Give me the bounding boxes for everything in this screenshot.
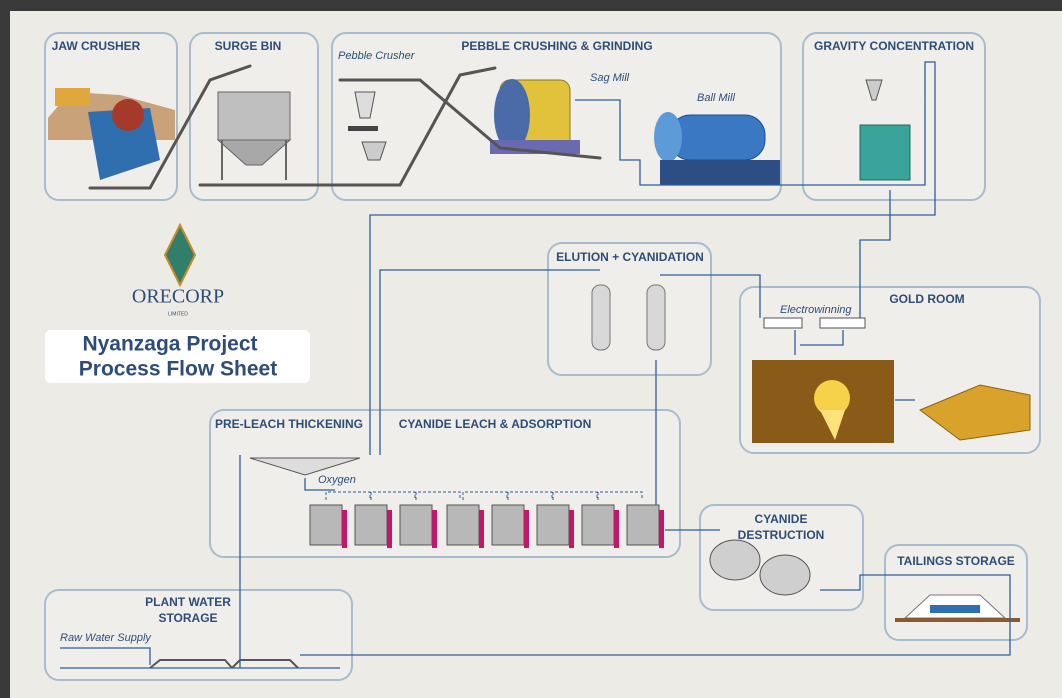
leach-tank [432,510,437,548]
leach-tank [479,510,484,548]
leach-tank [569,510,574,548]
equipment-label: Sag Mill [590,72,630,84]
stage-title: STORAGE [158,611,217,625]
equipment-part [354,91,376,119]
leach-tank [524,510,529,548]
panels [44,32,1041,681]
pipes-part [300,574,1011,656]
stage-title: TAILINGS STORAGE [897,554,1015,568]
logo: ORECORP LIMITED [132,222,224,317]
logo-part [163,222,197,288]
leach-tank [325,491,371,500]
stage-title: PRE-LEACH THICKENING [215,417,363,431]
frame-top [0,0,1062,11]
panels-part [802,32,986,201]
frame-left [0,0,10,698]
equipment-label: Raw Water Supply [60,632,152,644]
equipment-part [814,380,850,416]
leach-tank [626,504,660,546]
equipment-part [763,317,803,329]
stage-title: CYANIDE LEACH & ADSORPTION [399,417,591,431]
equipment-part [494,79,530,151]
leach-tank [507,491,553,500]
equipment-part [149,659,299,669]
logo-name: ORECORP [132,286,224,308]
stage-title: PLANT WATER [145,595,231,609]
stage-title: JAW CRUSHER [52,39,141,53]
leach-tank [536,504,570,546]
leach-tank [614,510,619,548]
stage-title: ELUTION + CYANIDATION [556,250,704,264]
equipment-part [820,410,845,440]
leach-tank [354,504,388,546]
leach-tank [491,504,525,546]
leach-tank [370,491,416,500]
equipment-label: Ball Mill [697,92,735,104]
panels-part [45,330,310,383]
equipment-label: Oxygen [318,474,356,486]
leach-tank [659,510,664,548]
stage-title: PEBBLE CRUSHING & GRINDING [461,39,652,53]
equipment-part [249,457,361,476]
equipment [48,79,1031,669]
pipes-part [304,478,335,491]
equipment-part [88,108,160,180]
equipment-part [930,605,980,613]
title-line: Process Flow Sheet [79,358,277,381]
logo-sub: LIMITED [168,311,188,317]
equipment-part [361,141,387,161]
leach-tank [342,510,347,548]
stage-title: CYANIDE [755,512,808,526]
pipes-part [88,64,252,190]
equipment-label: Pebble Crusher [338,50,416,62]
pipes-part [794,330,844,355]
equipment-part [709,539,761,581]
equipment-part [112,99,144,131]
stage-title: GRAVITY CONCENTRATION [814,39,974,53]
panels-part [44,589,353,681]
equipment-part [669,114,766,161]
equipment-part [919,384,1031,441]
equipment-part [819,317,866,329]
leach-tank [399,504,433,546]
leach-tank [309,504,343,546]
leach-tank [597,491,643,500]
equipment-part [55,88,90,106]
leach-tank [581,504,615,546]
equipment-part [859,124,911,181]
pipes-part [198,66,497,187]
pipes-part [660,274,761,318]
pipes-part [60,647,340,669]
equipment-part [865,79,883,101]
equipment-part [309,491,664,548]
pipes-part [369,61,936,455]
pipes-part [379,269,600,455]
pipes-part [338,78,602,160]
stage-title: SURGE BIN [215,39,282,53]
equipment-part [217,91,291,141]
equipment-label: Electrowinning [780,304,852,316]
pipes [60,61,1011,669]
leach-tank [552,491,598,500]
stage-title: DESTRUCTION [738,528,825,542]
equipment-part [348,126,378,131]
leach-tank [446,504,480,546]
equipment-part [216,139,292,166]
equipment-part [660,160,780,185]
panels-part [547,242,712,376]
equipment-part [654,112,682,162]
equipment-part [759,554,811,596]
leach-tank [462,491,508,500]
equipment-part [646,284,666,351]
pipes-part [859,190,891,318]
stage-title: GOLD ROOM [889,292,964,306]
leach-tank [387,510,392,548]
equipment-part [591,284,611,351]
leach-tank [415,491,461,500]
title-line: Nyanzaga Project [82,333,257,356]
